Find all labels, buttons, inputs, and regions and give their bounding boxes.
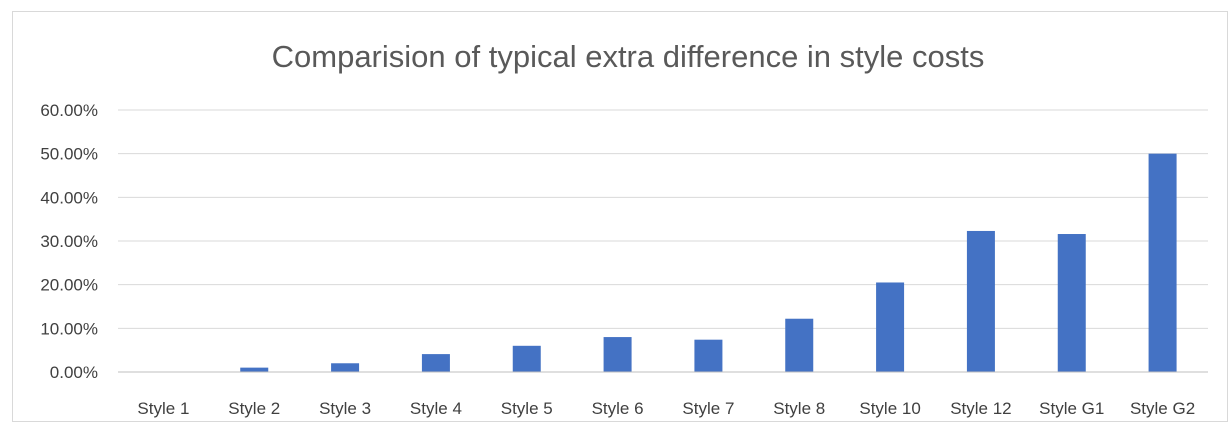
y-tick-label: 40.00% bbox=[40, 188, 98, 207]
x-tick-label: Style 3 bbox=[319, 399, 371, 418]
x-tick-label: Style G2 bbox=[1130, 399, 1195, 418]
bar-style-12 bbox=[966, 230, 995, 372]
y-tick-label: 50.00% bbox=[40, 145, 98, 164]
x-tick-label: Style 4 bbox=[410, 399, 462, 418]
bar-style-8 bbox=[785, 318, 814, 372]
x-tick-label: Style 5 bbox=[501, 399, 553, 418]
y-tick-label: 60.00% bbox=[40, 101, 98, 120]
y-tick-label: 30.00% bbox=[40, 232, 98, 251]
bar-style-7 bbox=[694, 339, 723, 372]
x-tick-label: Style 8 bbox=[773, 399, 825, 418]
bar-style-2 bbox=[240, 367, 269, 372]
bar-style-10 bbox=[876, 282, 905, 372]
x-tick-label: Style 12 bbox=[950, 399, 1011, 418]
bar-style-3 bbox=[331, 363, 360, 372]
x-tick-label: Style 6 bbox=[592, 399, 644, 418]
x-tick-label: Style 10 bbox=[859, 399, 920, 418]
chart-frame bbox=[12, 11, 1228, 422]
x-tick-label: Style 2 bbox=[228, 399, 280, 418]
bar-style-4 bbox=[421, 354, 450, 372]
bar-style-5 bbox=[512, 345, 541, 372]
chart-title: Comparision of typical extra difference … bbox=[272, 39, 985, 74]
y-tick-label: 0.00% bbox=[50, 363, 98, 382]
x-axis-ticks: Style 1 Style 2 Style 3 Style 4 Style 5 Style… bbox=[137, 399, 1195, 418]
bar-style-g2 bbox=[1148, 153, 1177, 372]
y-tick-label: 20.00% bbox=[40, 276, 98, 295]
x-tick-label: Style 7 bbox=[682, 399, 734, 418]
bar-style-6 bbox=[603, 337, 632, 372]
x-tick-label: Style G1 bbox=[1039, 399, 1104, 418]
gridlines bbox=[118, 109, 1208, 329]
x-tick-label: Style 1 bbox=[137, 399, 189, 418]
y-axis-ticks: 0.00% 10.00% 20.00% 30.00% 40.00% 50.00% 60.00… bbox=[40, 101, 98, 382]
bar-style-g1 bbox=[1057, 234, 1086, 372]
y-tick-label: 10.00% bbox=[40, 319, 98, 338]
bars bbox=[240, 153, 1177, 372]
